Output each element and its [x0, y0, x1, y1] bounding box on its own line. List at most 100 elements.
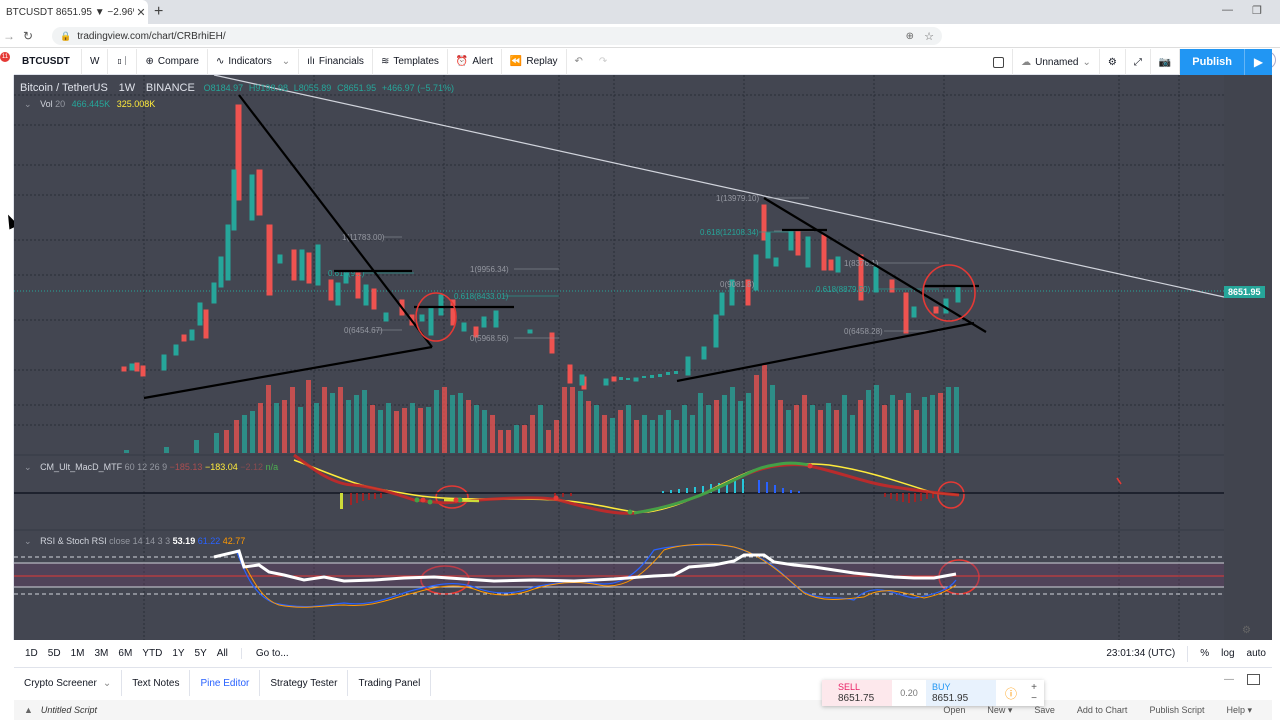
- collapse-chevron-icon[interactable]: ⌄: [24, 99, 32, 109]
- sell-button[interactable]: SELL 8651.75: [822, 680, 892, 706]
- save-script-button[interactable]: Save: [1034, 705, 1055, 715]
- quick-trade-widget: SELL 8651.75 0.20 BUY 8651.95 ⓘ + −: [822, 680, 1044, 706]
- notification-badge[interactable]: 11: [0, 52, 10, 62]
- install-icon[interactable]: ⊕: [905, 30, 914, 42]
- new-tab-button[interactable]: +: [154, 3, 164, 20]
- buy-button[interactable]: BUY 8651.95: [926, 680, 996, 706]
- macd-value-1: −185.13: [169, 462, 203, 472]
- financials-button[interactable]: ılı Financials: [299, 48, 373, 75]
- open-script-button[interactable]: Open: [943, 705, 966, 715]
- restore-icon[interactable]: ❐: [1252, 5, 1262, 17]
- undo-button[interactable]: ↶: [567, 49, 591, 75]
- buy-label: BUY: [932, 682, 951, 692]
- macd-legend[interactable]: ⌄ CM_Ult_MacD_MTF 60 12 26 9 −185.13 −18…: [24, 462, 278, 473]
- compare-button[interactable]: ⊕ Compare: [137, 48, 208, 75]
- play-circle-icon: ▶: [1253, 55, 1264, 69]
- collapse-chevron-icon[interactable]: ⌄: [24, 536, 32, 546]
- plus-icon[interactable]: +: [1031, 682, 1037, 693]
- alert-button[interactable]: ⏰ Alert: [448, 48, 502, 75]
- publish-button[interactable]: Publish: [1180, 49, 1244, 75]
- chart-style-button[interactable]: ▯ᛁ: [108, 48, 138, 75]
- minimize-icon[interactable]: —: [1222, 4, 1233, 16]
- redo-icon: ↷: [598, 56, 608, 67]
- financials-label: Financials: [318, 56, 364, 67]
- info-icon[interactable]: ⓘ: [1004, 686, 1017, 701]
- candles-icon: ▯ᛁ: [116, 56, 129, 67]
- cloud-icon: ☁: [1021, 56, 1032, 68]
- rsi-legend[interactable]: ⌄ RSI & Stoch RSI close 14 14 3 3 53.19 …: [24, 536, 245, 547]
- publish-video-button[interactable]: ▶: [1244, 49, 1272, 75]
- templates-icon: ≋: [380, 56, 390, 67]
- star-icon[interactable]: ☆: [924, 30, 934, 43]
- rsi-value: 53.19: [172, 536, 196, 546]
- rsi-name: RSI & Stoch RSI: [40, 536, 107, 546]
- exchange-label: BINANCE: [145, 82, 195, 94]
- minus-icon[interactable]: −: [1031, 693, 1037, 704]
- range-1d[interactable]: 1D: [25, 648, 38, 659]
- indicators-label: Indicators: [228, 56, 272, 67]
- volume-legend[interactable]: ⌄ Vol 20 466.445K 325.008K: [24, 99, 155, 110]
- replay-button[interactable]: ⏪ Replay: [502, 48, 567, 75]
- date-range-bar: 1D 5D 1M 3M 6M YTD 1Y 5Y All Go to... 23…: [14, 640, 1272, 668]
- range-ytd[interactable]: YTD: [142, 648, 163, 659]
- tab-strategy-tester[interactable]: Strategy Tester: [260, 670, 349, 696]
- url-input[interactable]: 🔒 tradingview.com/chart/CRBrhiEH/ ⊕ ☆: [52, 27, 942, 45]
- checkbox-toggle[interactable]: [985, 49, 1014, 75]
- svg-text:0(5968.56): 0(5968.56): [470, 334, 509, 343]
- close-tab-icon[interactable]: ✕: [136, 6, 146, 19]
- svg-text:0.618(12108.34): 0.618(12108.34): [700, 228, 759, 237]
- macd-value-4: n/a: [265, 462, 279, 472]
- camera-icon: 📷: [1158, 56, 1172, 68]
- open-value: O8184.97: [203, 83, 244, 93]
- minimize-panel-icon[interactable]: —: [1224, 674, 1234, 685]
- last-price-tag: 8651.95: [1224, 286, 1265, 298]
- close-value: C8651.95: [337, 83, 377, 93]
- layout-name-button[interactable]: ☁ Unnamed ⌄: [1013, 49, 1100, 75]
- chart-canvas[interactable]: 1(11783.00) 0(6454.67) 1(9956.34) 0(5968…: [14, 75, 1272, 640]
- browser-tab[interactable]: BTCUSDT 8651.95 ▼ −2.96% Unn ✕: [0, 0, 148, 24]
- volume-label: Vol: [40, 99, 53, 109]
- forward-icon[interactable]: →: [3, 28, 15, 43]
- percent-toggle[interactable]: %: [1200, 648, 1210, 659]
- settings-button[interactable]: ⚙: [1100, 49, 1126, 75]
- tab-crypto-screener[interactable]: Crypto Screener ⌄: [14, 670, 123, 696]
- script-name[interactable]: Untitled Script: [40, 705, 97, 715]
- svg-text:0(9081.8): 0(9081.8): [720, 280, 755, 289]
- tab-text-notes[interactable]: Text Notes: [122, 670, 191, 696]
- svg-text:0.618(9...): 0.618(9...): [328, 269, 365, 278]
- symbol-search-button[interactable]: BTCUSDT: [14, 48, 82, 75]
- range-6m[interactable]: 6M: [118, 648, 133, 659]
- snapshot-button[interactable]: 📷: [1151, 49, 1181, 75]
- drawing-toolbar[interactable]: [0, 75, 14, 640]
- clock-time[interactable]: 23:01:34 (UTC): [1106, 648, 1176, 659]
- collapse-chevron-icon[interactable]: ⌄: [24, 462, 32, 472]
- redo-button[interactable]: ↷: [591, 49, 615, 75]
- timeframe-label: 1W: [118, 82, 136, 94]
- templates-button[interactable]: ≋ Templates: [373, 48, 448, 75]
- range-3m[interactable]: 3M: [94, 648, 109, 659]
- add-to-chart-button[interactable]: Add to Chart: [1076, 705, 1128, 715]
- log-toggle[interactable]: log: [1221, 648, 1235, 659]
- fullscreen-button[interactable]: ⤢: [1126, 49, 1151, 75]
- reload-icon[interactable]: ↻: [22, 28, 34, 43]
- settings-gear-icon[interactable]: ⚙: [1242, 625, 1251, 636]
- new-script-button[interactable]: New ▾: [987, 704, 1013, 715]
- buy-price: 8651.95: [932, 693, 969, 704]
- range-5d[interactable]: 5D: [47, 648, 61, 659]
- indicators-button[interactable]: ∿ Indicators ⌄: [208, 48, 300, 75]
- publish-script-button[interactable]: Publish Script: [1149, 705, 1205, 715]
- tab-trading-panel[interactable]: Trading Panel: [348, 670, 432, 696]
- maximize-panel-icon[interactable]: [1247, 674, 1260, 685]
- auto-toggle[interactable]: auto: [1246, 648, 1266, 659]
- interval-button[interactable]: W: [82, 48, 109, 75]
- range-1y[interactable]: 1Y: [172, 648, 185, 659]
- pine-logo-icon: ▲: [24, 705, 33, 715]
- range-1m[interactable]: 1M: [70, 648, 85, 659]
- range-5y[interactable]: 5Y: [194, 648, 207, 659]
- layout-name: Unnamed: [1035, 56, 1079, 68]
- help-button[interactable]: Help ▾: [1226, 704, 1252, 715]
- tab-pine-editor[interactable]: Pine Editor: [190, 670, 261, 696]
- goto-button[interactable]: Go to...: [240, 648, 289, 659]
- change-value: +466.97 (−5.71%): [381, 83, 454, 93]
- range-all[interactable]: All: [216, 648, 228, 659]
